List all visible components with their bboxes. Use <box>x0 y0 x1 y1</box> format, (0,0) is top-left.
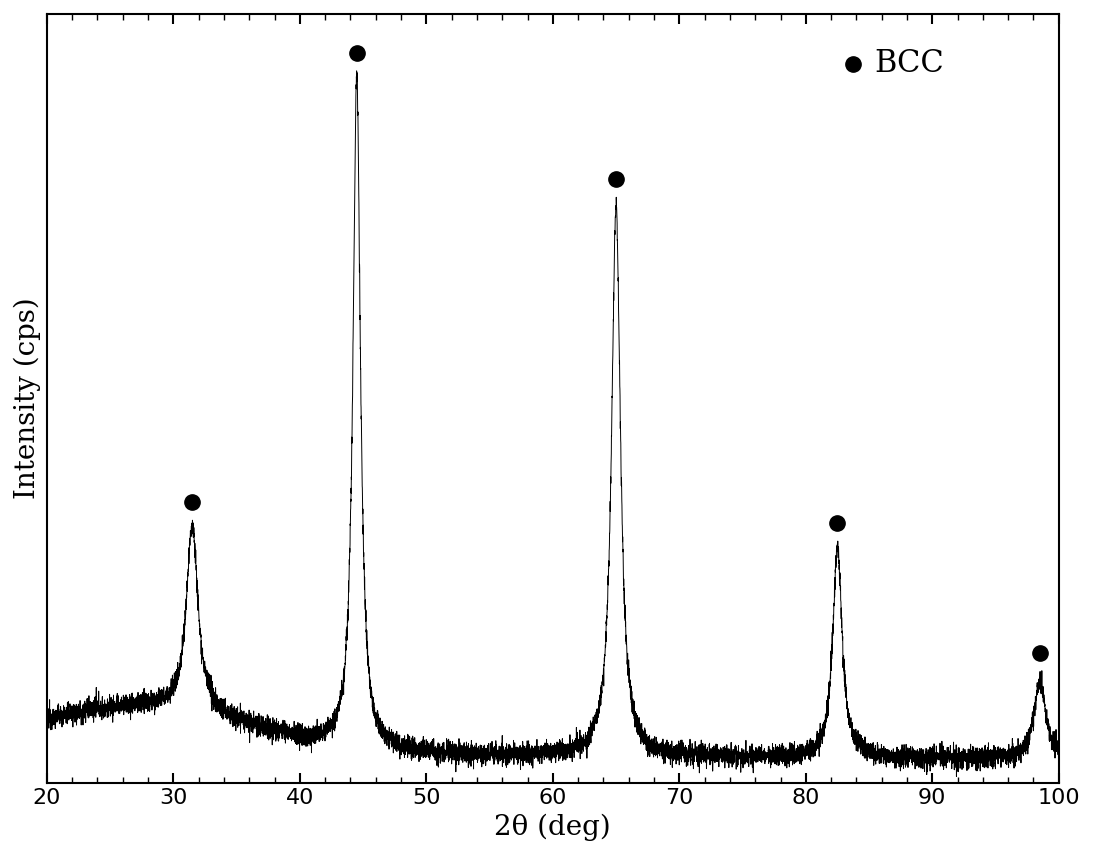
Text: BCC: BCC <box>874 49 944 80</box>
X-axis label: 2θ (deg): 2θ (deg) <box>494 814 612 841</box>
Y-axis label: Intensity (cps): Intensity (cps) <box>14 298 42 499</box>
